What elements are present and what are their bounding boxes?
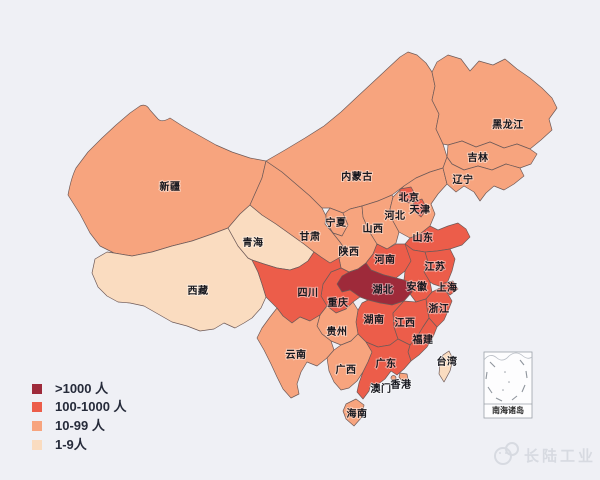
nine-dash-line: [485, 359, 528, 402]
province-heilongjiang: [431, 54, 558, 150]
province-label-hunan: 湖南: [364, 313, 385, 326]
province-label-chongqing: 重庆: [328, 296, 349, 309]
province-label-shanxi: 山西: [363, 222, 384, 235]
province-label-heilongjiang: 黑龙江: [492, 118, 524, 131]
watermark-text: 长陆工业: [524, 447, 596, 465]
province-label-gansu: 甘肃: [300, 230, 321, 243]
province-hainan: [342, 398, 365, 427]
province-label-jiangxi: 江西: [395, 316, 416, 329]
province-liaoning: [442, 156, 525, 202]
legend-swatch-1-9-icon: [32, 440, 42, 450]
province-label-jilin: 吉林: [468, 151, 490, 164]
province-label-tianjin: 天津: [410, 203, 431, 216]
legend-row: >1000 人: [32, 381, 109, 396]
province-label-guizhou: 贵州: [327, 325, 348, 338]
legend-label: 10-99 人: [55, 418, 106, 433]
province-label-guangdong: 广东: [376, 357, 397, 370]
legend-label: >1000 人: [55, 381, 109, 396]
province-layer: [67, 51, 558, 427]
province-label-ningxia: 宁夏: [326, 216, 348, 229]
inset-box: [483, 351, 533, 419]
inset-label: 南海诸岛: [492, 405, 524, 415]
province-label-hebei: 河北: [385, 209, 406, 222]
province-label-anhui: 安徽: [407, 280, 429, 293]
province-label-shaanxi: 陕西: [339, 245, 360, 258]
province-label-liaoning: 辽宁: [453, 173, 474, 186]
watermark-logo-icon: [494, 442, 519, 465]
province-guangdong: [356, 338, 412, 400]
province-label-hainan: 海南: [347, 407, 368, 420]
province-label-qinghai: 青海: [243, 236, 264, 249]
province-label-shanghai: 上海: [437, 281, 458, 294]
province-label-aomen: 澳门: [371, 382, 392, 395]
province-label-sichuan: 四川: [298, 287, 319, 299]
legend: >1000 人 100-1000 人 10-99 人 1-9人: [32, 381, 128, 452]
province-beijing: [399, 186, 417, 204]
province-label-neimenggu: 内蒙古: [341, 170, 373, 183]
province-yunnan: [256, 307, 335, 399]
province-label-shandong: 山东: [413, 231, 434, 244]
province-label-zhejiang: 浙江: [429, 302, 450, 315]
south-china-sea-inset: 南海诸岛: [483, 351, 533, 419]
province-label-guangxi: 广西: [336, 363, 357, 376]
province-label-taiwan: 台湾: [437, 355, 458, 368]
province-aomen: [390, 375, 397, 381]
legend-label: 100-1000 人: [55, 399, 128, 414]
islands-dots: [502, 371, 510, 391]
province-label-xizang: 西藏: [188, 284, 209, 297]
province-label-yunnan: 云南: [286, 348, 307, 361]
province-label-fujian: 福建: [412, 333, 435, 346]
legend-swatch-10-99-icon: [32, 421, 42, 431]
province-xianggang: [398, 372, 409, 382]
province-label-xinjiang: 新疆: [160, 180, 181, 193]
province-label-hubei: 湖北: [373, 283, 394, 296]
province-label-beijing: 北京: [399, 191, 420, 204]
legend-row: 100-1000 人: [32, 399, 128, 414]
legend-row: 1-9人: [32, 437, 88, 452]
province-taiwan: [438, 350, 454, 383]
inset-coastline: [483, 352, 533, 361]
legend-label: 1-9人: [55, 437, 88, 452]
province-label-henan: 河南: [375, 253, 396, 266]
legend-row: 10-99 人: [32, 418, 106, 433]
province-label-jiangsu: 江苏: [425, 260, 446, 273]
province-shanghai: [442, 280, 459, 296]
province-label-xianggang: 香港: [391, 378, 413, 391]
legend-swatch-100-1000-icon: [32, 402, 42, 412]
province-sichuan: [251, 251, 342, 324]
legend-swatch-gt1000-icon: [32, 384, 42, 394]
watermark: 长陆工业: [494, 442, 596, 465]
province-tianjin: [412, 198, 428, 218]
